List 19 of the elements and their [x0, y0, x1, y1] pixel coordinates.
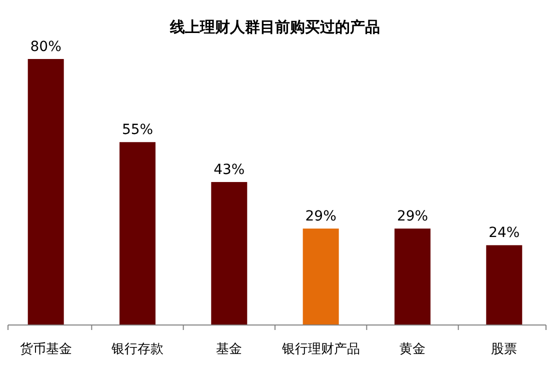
- bar: [28, 59, 64, 325]
- x-tick-label: 基金: [216, 342, 242, 357]
- bar: [394, 228, 430, 325]
- x-tick-label: 银行理财产品: [280, 342, 360, 357]
- data-label: 55%: [122, 122, 154, 138]
- data-label: 43%: [214, 162, 245, 178]
- bar: [302, 228, 339, 325]
- data-label: 29%: [396, 208, 428, 225]
- data-label: 24%: [488, 225, 520, 242]
- bar: [486, 245, 522, 325]
- chart-title: 线上理财人群目前购买过的产品: [169, 19, 380, 36]
- bar: [211, 182, 248, 325]
- x-tick-label: 银行存款: [110, 342, 164, 357]
- data-label: 29%: [305, 208, 336, 225]
- bar: [120, 142, 156, 325]
- data-label: 80%: [30, 39, 62, 55]
- x-tick-label: 黄金: [400, 342, 426, 357]
- x-tick-label: 货币基金: [20, 342, 72, 357]
- x-tick-label: 股票: [491, 342, 518, 357]
